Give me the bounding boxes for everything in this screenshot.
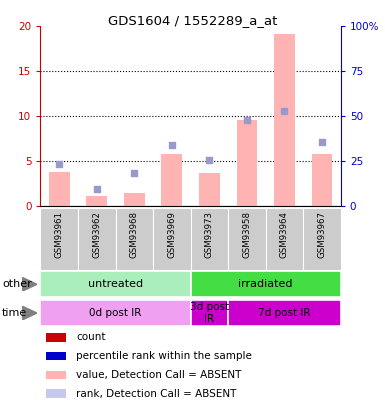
Bar [303, 208, 341, 270]
Bar [228, 300, 341, 326]
Bar [40, 300, 191, 326]
Point [94, 186, 100, 192]
Text: irradiated: irradiated [238, 279, 293, 289]
Text: 7d post IR: 7d post IR [258, 308, 311, 318]
Bar [47, 333, 66, 341]
Bar [86, 196, 107, 206]
Text: untreated: untreated [88, 279, 143, 289]
Bar [40, 208, 78, 270]
Bar [311, 154, 332, 206]
Text: GSM93967: GSM93967 [318, 211, 326, 258]
Bar [124, 193, 145, 206]
Bar [191, 300, 228, 326]
Text: GSM93961: GSM93961 [55, 211, 64, 258]
Bar [49, 172, 70, 206]
Text: time: time [2, 308, 27, 318]
Bar [47, 371, 66, 379]
Bar [161, 154, 182, 206]
Bar [47, 352, 66, 360]
Polygon shape [22, 306, 37, 320]
Point [319, 139, 325, 145]
Point [131, 170, 137, 176]
Text: GSM93962: GSM93962 [92, 211, 101, 258]
Bar [274, 34, 295, 206]
Point [56, 161, 62, 167]
Polygon shape [22, 277, 37, 291]
Text: GSM93964: GSM93964 [280, 211, 289, 258]
Text: count: count [77, 333, 106, 342]
Text: GSM93958: GSM93958 [243, 211, 251, 258]
Text: other: other [2, 279, 32, 289]
Bar [191, 208, 228, 270]
Text: GSM93968: GSM93968 [130, 211, 139, 258]
Bar [47, 390, 66, 398]
Bar [236, 120, 257, 206]
Text: 0d post IR: 0d post IR [89, 308, 142, 318]
Text: GSM93973: GSM93973 [205, 211, 214, 258]
Point [281, 108, 288, 114]
Text: GDS1604 / 1552289_a_at: GDS1604 / 1552289_a_at [108, 14, 277, 27]
Point [169, 142, 175, 148]
Text: percentile rank within the sample: percentile rank within the sample [77, 351, 252, 361]
Bar [116, 208, 153, 270]
Text: 3d post
IR: 3d post IR [190, 302, 229, 324]
Text: GSM93969: GSM93969 [167, 211, 176, 258]
Bar [78, 208, 116, 270]
Bar [266, 208, 303, 270]
Bar [153, 208, 191, 270]
Point [206, 157, 213, 164]
Point [244, 117, 250, 123]
Bar [191, 271, 341, 297]
Bar [228, 208, 266, 270]
Text: rank, Detection Call = ABSENT: rank, Detection Call = ABSENT [77, 389, 237, 399]
Text: value, Detection Call = ABSENT: value, Detection Call = ABSENT [77, 370, 242, 380]
Bar [199, 173, 220, 206]
Bar [40, 271, 191, 297]
